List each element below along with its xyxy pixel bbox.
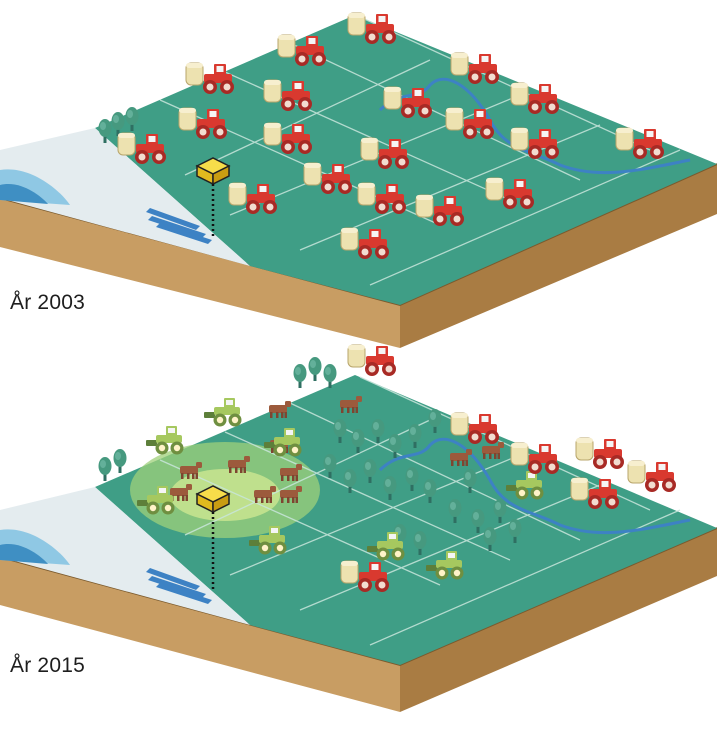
panel-2003 (0, 12, 717, 348)
tractor-red-icon (627, 460, 677, 493)
drainage-stripes (146, 568, 212, 604)
tree-icon (293, 364, 307, 388)
soil-side-face (400, 164, 717, 348)
soil-front-face (0, 198, 400, 348)
panel-2015 (0, 344, 717, 712)
year-label-2015: År 2015 (10, 654, 85, 677)
drainage-stripes (146, 208, 212, 244)
year-label-2003: År 2003 (10, 291, 85, 314)
tractor-green-icon (204, 398, 242, 427)
soil-side-face (400, 528, 717, 712)
tractor-green-icon (146, 426, 184, 455)
river (378, 437, 691, 535)
soil-front-face (0, 557, 400, 712)
tractor-red-icon (347, 344, 397, 377)
tree-icon (113, 449, 127, 473)
tree-icon (308, 357, 322, 381)
tree-icon (98, 457, 112, 481)
tractor-red-icon (575, 437, 625, 470)
